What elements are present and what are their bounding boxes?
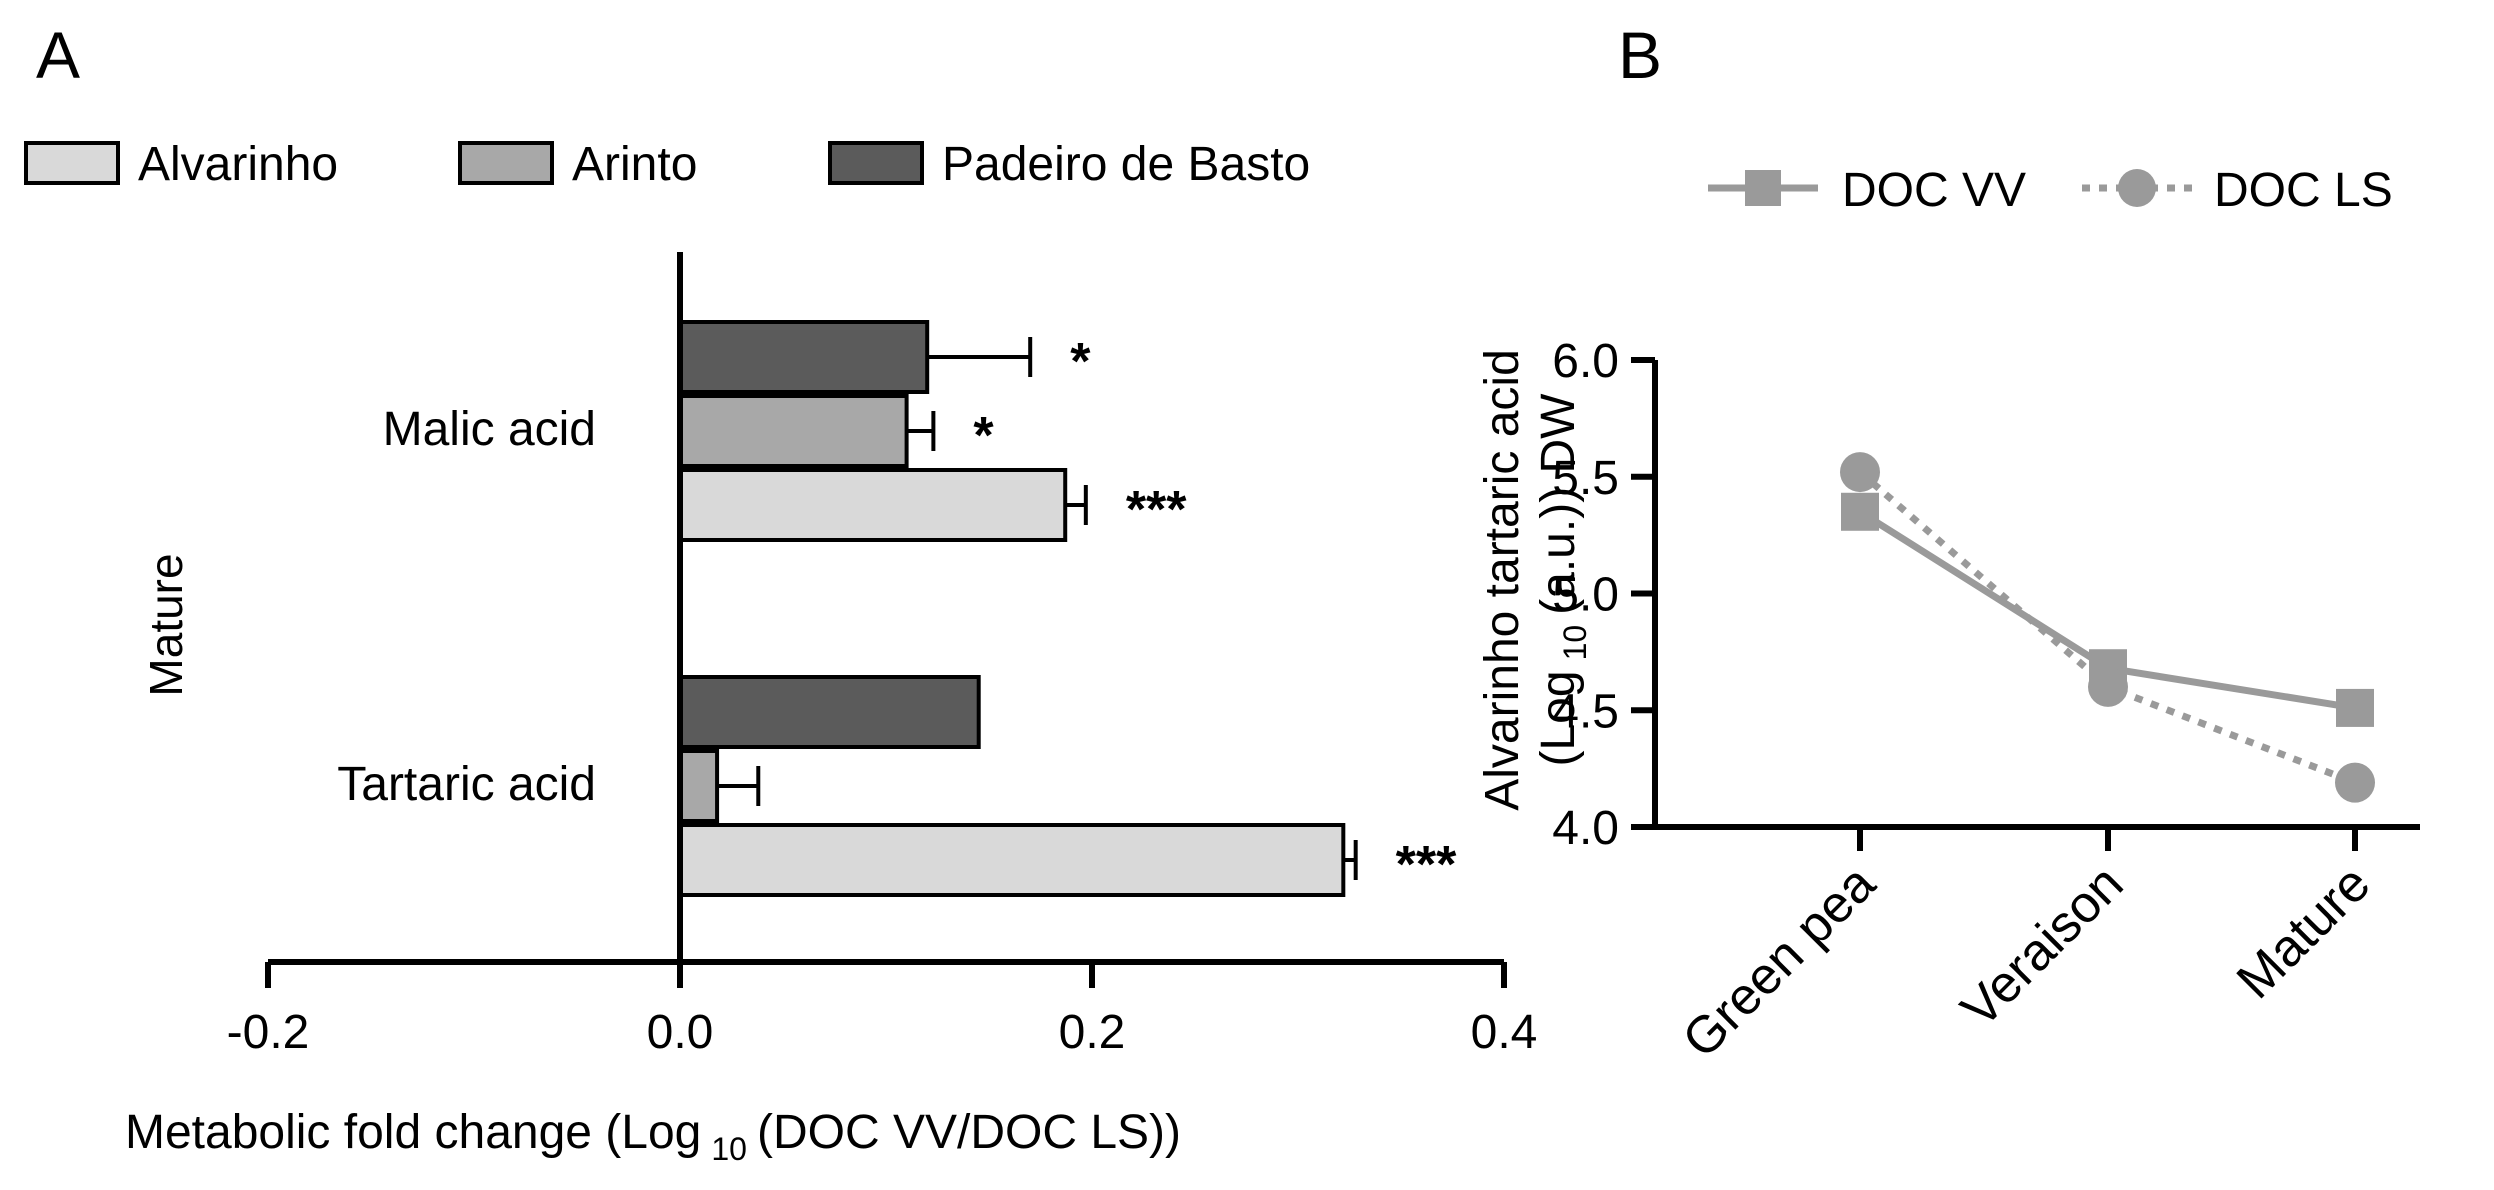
group-label-mature: Mature [140, 553, 192, 696]
x-tick-label-green-pea: Green pea [1672, 854, 1887, 1069]
marker-doc-ls-green-pea [1840, 452, 1880, 493]
marker-doc-vv-mature [2336, 688, 2374, 727]
x-tick-label-3: 0.4 [1471, 1006, 1538, 1059]
category-label-tartaric-acid: Tartaric acid [337, 758, 596, 811]
x-tick-label-1: 0.0 [647, 1006, 714, 1059]
y-axis-title-part1: (Log [1532, 670, 1585, 766]
significance-malic-acid-padeiro-de-basto: * [1070, 333, 1091, 391]
panel-b-series [1840, 452, 2375, 803]
legend-label-arinto: Arinto [572, 138, 697, 191]
panel-b-label: B [1618, 18, 1662, 92]
category-label-malic-acid: Malic acid [383, 403, 596, 456]
panel-a-bars: ******** [678, 320, 1457, 897]
panel-b-y-axis-title-line1: Alvarinho tartaric acid [1476, 349, 1529, 811]
legend-swatch-arinto [458, 141, 554, 185]
series-line-doc-ls [1857, 469, 2357, 786]
y-axis-title-subscript: 10 [1557, 625, 1593, 661]
bar-tartaric-acid-padeiro-de-basto [678, 675, 981, 749]
panel-a-x-axis: -0.2 0.0 0.2 0.4 [227, 959, 1538, 1059]
panel-a-legend: Alvarinho Arinto Padeiro de Basto [24, 138, 1310, 191]
panel-b-legend: DOC VV DOC LS [1708, 164, 2393, 217]
bar-malic-acid-alvarinho [678, 468, 1068, 542]
bar-tartaric-acid-alvarinho [678, 823, 1346, 897]
panel-a-label: A [36, 18, 80, 92]
y-tick-label-0: 4.0 [1552, 802, 1619, 855]
y-tick-label-4: 6.0 [1552, 335, 1619, 388]
legend-swatch-padeiro [828, 141, 924, 185]
significance-malic-acid-alvarinho: *** [1126, 481, 1187, 539]
legend-marker-doc-vv [1745, 170, 1781, 206]
x-axis-title-tail: (DOC VV/DOC LS)) [757, 1106, 1181, 1159]
legend-marker-doc-ls [2118, 169, 2156, 207]
y-axis-title-part2: (a.u.)) DW [1532, 393, 1585, 615]
x-tick-label-0: -0.2 [227, 1006, 310, 1059]
y-tick-label-2: 5.0 [1552, 569, 1619, 622]
panel-b-axes: 4.0 4.5 5.0 5.5 6.0 Green pea Veraison Mature [1552, 335, 2420, 1069]
panel-b-y-axis-title-line2: (Log 10 (a.u.)) DW [1532, 393, 1593, 767]
x-tick-label-mature: Mature [2226, 854, 2381, 1009]
legend-swatch-alvarinho [24, 141, 120, 185]
bar-malic-acid-arinto [678, 394, 909, 468]
panel-a-x-axis-title: Metabolic fold change (Log 10 (DOC VV/DOC … [125, 1106, 1181, 1167]
bar-malic-acid-padeiro-de-basto [678, 320, 930, 394]
y-tick-label-1: 4.5 [1552, 685, 1619, 738]
x-axis-title-main: Metabolic fold change (Log [125, 1106, 701, 1159]
x-axis-title-subscript: 10 [711, 1131, 747, 1167]
legend-label-doc-ls: DOC LS [2214, 164, 2393, 217]
marker-doc-vv-green-pea [1841, 492, 1879, 531]
significance-tartaric-acid-alvarinho: *** [1396, 836, 1457, 894]
legend-label-doc-vv: DOC VV [1842, 164, 2026, 217]
bar-tartaric-acid-arinto [678, 749, 720, 823]
significance-malic-acid-arinto: * [973, 407, 994, 465]
marker-doc-ls-mature [2335, 762, 2375, 803]
legend-label-padeiro: Padeiro de Basto [942, 138, 1310, 191]
x-tick-label-2: 0.2 [1059, 1006, 1126, 1059]
legend-label-alvarinho: Alvarinho [138, 138, 338, 191]
y-tick-label-3: 5.5 [1552, 452, 1619, 505]
marker-doc-ls-veraison [2088, 666, 2128, 707]
x-tick-label-veraison: Veraison [1950, 854, 2134, 1038]
